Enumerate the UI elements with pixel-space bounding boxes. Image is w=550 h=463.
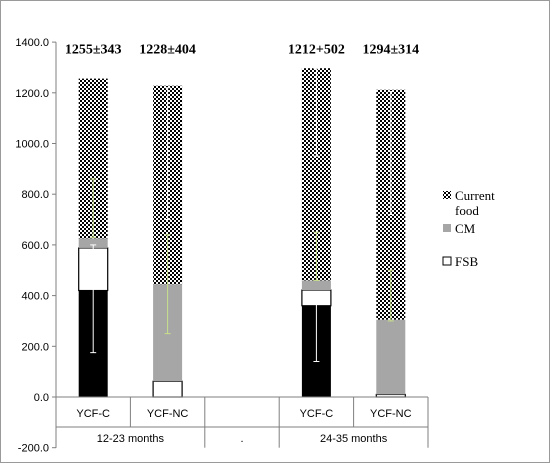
group-label: 12-23 months xyxy=(97,433,165,445)
y-tick-label: 600.0 xyxy=(21,240,49,252)
legend-label-current: Current food xyxy=(455,188,495,218)
bars xyxy=(78,68,406,398)
y-tick-label: -200.0 xyxy=(18,443,49,455)
y-tick-label: 400.0 xyxy=(21,291,49,303)
bar-segment-fsb xyxy=(152,380,183,398)
y-tick-label: 1000.0 xyxy=(15,139,49,151)
category-label: YCF-C xyxy=(300,408,334,420)
legend-swatch-fsb xyxy=(442,256,452,266)
bar-segment-cm xyxy=(376,319,406,395)
legend-swatch-current xyxy=(443,191,451,199)
annotations: 1255±343 1228±404 1212+502 1294±314 xyxy=(65,43,419,58)
bar-annotation: 1212+502 xyxy=(288,43,345,58)
y-tick-label: 1200.0 xyxy=(15,88,49,100)
legend-label-cm: CM xyxy=(455,221,476,236)
y-tick-label: 0.0 xyxy=(34,392,49,404)
error-bars xyxy=(90,68,394,363)
category-label: YCF-NC xyxy=(147,408,189,420)
y-tick-label: 200.0 xyxy=(21,341,49,353)
group-label: 24-35 months xyxy=(320,433,388,445)
category-label: YCF-C xyxy=(76,408,110,420)
group-label: . xyxy=(240,433,243,445)
category-label: YCF-NC xyxy=(370,408,412,420)
bar-annotation: 1294±314 xyxy=(362,43,419,58)
x-axis: YCF-C YCF-NC YCF-C YCF-NC 12-23 months. 24-35… xyxy=(55,396,429,448)
bar-segment-cm xyxy=(301,280,331,291)
legend: Current food CM FSB xyxy=(442,188,495,269)
bar-annotation: 1228±404 xyxy=(139,43,196,58)
y-tick-label: 1400.0 xyxy=(15,37,49,49)
bar-segment-cm xyxy=(78,238,108,248)
y-axis: -200.0 0.0 200.0 400.0 600.0 800.0 1000.0 1200.… xyxy=(15,37,57,455)
bar-annotation: 1255±343 xyxy=(65,43,122,58)
legend-swatch-cm xyxy=(443,224,451,232)
legend-label-fsb: FSB xyxy=(455,254,478,269)
y-tick-label: 800.0 xyxy=(21,189,49,201)
